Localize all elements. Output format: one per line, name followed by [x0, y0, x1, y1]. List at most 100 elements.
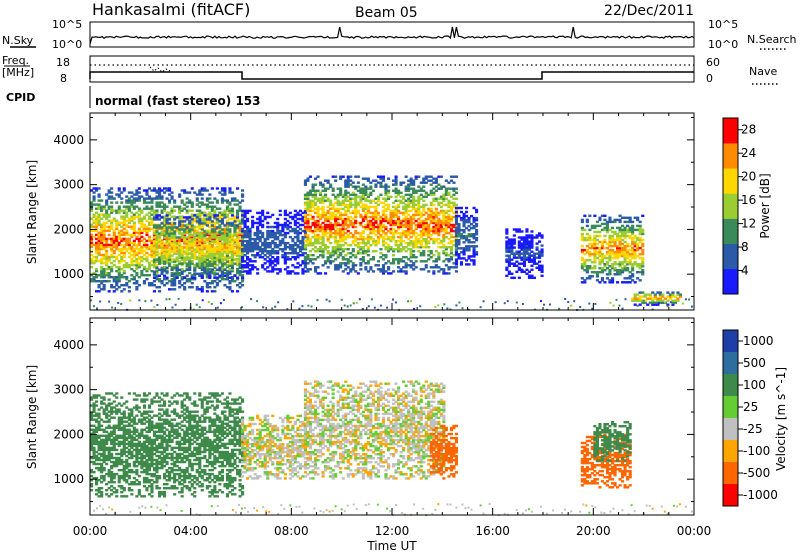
echo-cell [522, 270, 527, 274]
echo-cell [97, 195, 101, 198]
echo-cell [248, 250, 252, 253]
echo-cell [213, 269, 217, 273]
echo-cell [180, 254, 184, 257]
echo-cell [233, 262, 237, 265]
echo-cell [588, 234, 592, 238]
echo-cell [220, 246, 225, 249]
echo-cell [515, 252, 519, 255]
echo-cell [92, 243, 96, 247]
echo-cell [336, 256, 340, 259]
echo-cell [105, 263, 109, 267]
echo-cell [188, 234, 192, 237]
echo-cell [384, 270, 388, 273]
echo-cell [397, 262, 401, 265]
echo-cell [374, 239, 378, 243]
echo-cell [422, 254, 426, 257]
echo-cell [447, 272, 451, 275]
echo-cell [379, 201, 383, 205]
echo-cell [130, 233, 134, 237]
echo-cell [515, 264, 519, 268]
echo-cell [127, 197, 131, 200]
echo-cell [419, 268, 423, 271]
echo-cell [241, 244, 245, 247]
echo-cell [125, 231, 129, 235]
echo-cell [394, 179, 398, 182]
echo-cell [170, 282, 174, 285]
echo-cell [203, 246, 207, 249]
echo-cell [271, 256, 275, 259]
echo-cell [95, 219, 99, 223]
echo-cell [155, 242, 159, 245]
echo-cell [188, 199, 192, 202]
echo-cell [603, 256, 607, 260]
echo-cell [173, 218, 177, 221]
echo-cell [178, 222, 182, 225]
echo-cell [379, 181, 383, 184]
echo-cell [190, 254, 194, 257]
echo-cell [223, 234, 227, 237]
echo-cell [633, 234, 637, 238]
echo-cell [427, 270, 431, 273]
echo-cell [230, 224, 235, 227]
echo-cell [306, 207, 310, 211]
echo-cell [387, 219, 391, 223]
echo-cell [631, 238, 635, 242]
echo-cell [120, 191, 124, 194]
echo-cell [147, 195, 152, 198]
echo-cell [296, 233, 300, 237]
echo-cell [125, 241, 129, 245]
echo-cell [419, 221, 423, 225]
echo-cell [276, 246, 280, 249]
echo-cell [183, 216, 187, 219]
echo-cell [195, 272, 199, 276]
echo-cell [530, 260, 534, 263]
echo-cell [409, 193, 413, 197]
echo-cell [233, 239, 237, 243]
echo-cell [311, 193, 315, 197]
echo-cell [205, 276, 209, 279]
echo-cell [324, 189, 328, 193]
echo-cell [248, 241, 252, 245]
echo-cell [336, 250, 340, 253]
echo-cell [195, 229, 199, 233]
echo-cell [276, 217, 280, 221]
echo-cell [125, 213, 129, 216]
echo-cell [115, 255, 119, 259]
echo-cell [442, 244, 446, 247]
echo-cell [422, 189, 426, 193]
echo-cell [349, 179, 353, 182]
echo-cell [205, 218, 209, 221]
echo-cell [321, 237, 325, 241]
echo-cell [339, 264, 343, 267]
echo-cell [510, 246, 514, 249]
echo-cell [236, 269, 240, 273]
echo-cell [165, 242, 169, 245]
echo-cell [454, 175, 459, 178]
echo-cell [137, 229, 141, 233]
echo-cell [319, 191, 323, 195]
echo-cell [241, 193, 245, 196]
echo-cell [336, 241, 340, 245]
echo-cell [462, 231, 466, 234]
echo-cell [316, 237, 320, 241]
echo-cell [200, 246, 204, 249]
echo-cell [311, 244, 315, 247]
echo-cell [145, 193, 149, 196]
echo-cell [407, 179, 411, 182]
echo-cell [130, 225, 134, 229]
echo-cell [117, 241, 121, 245]
echo-cell [105, 241, 109, 245]
echo-cell [414, 225, 418, 229]
echo-cell [100, 237, 104, 241]
echo-cell [168, 250, 172, 253]
echo-cell [339, 207, 343, 211]
echo-cell [359, 191, 363, 195]
echo-cell [306, 241, 310, 245]
echo-cell [193, 263, 197, 267]
echo-cell [397, 199, 401, 203]
echo-cell [409, 244, 413, 247]
echo-cell [351, 191, 355, 195]
echo-cell [392, 205, 396, 209]
echo-cell [225, 240, 230, 243]
echo-cell [603, 265, 607, 268]
